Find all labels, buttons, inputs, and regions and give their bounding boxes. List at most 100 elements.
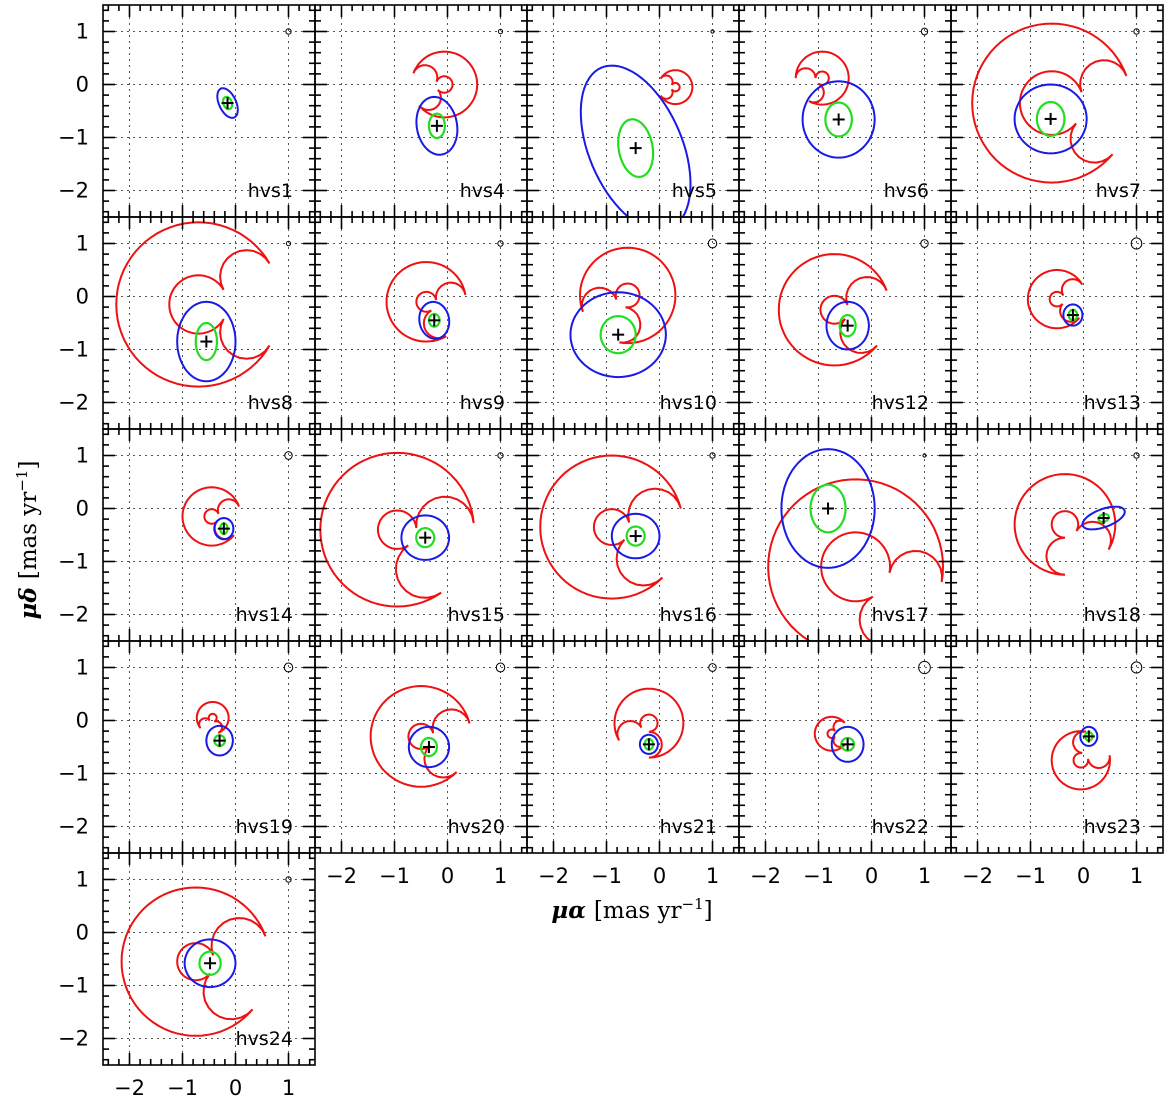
panel-contours <box>767 448 945 641</box>
y-axis-close: ] <box>16 461 42 470</box>
panel-hvs1: hvs1 −2 −1 0 1 <box>58 4 316 218</box>
y-axis-title: μδ [mas yr−1] <box>13 461 42 620</box>
panel-hvs21: hvs21 −2 −1 0 1 <box>526 640 740 888</box>
panel-hvs24: hvs24 −2 −1 0 1 −2 −1 0 1 <box>58 852 316 1100</box>
blue-contour <box>1013 83 1088 155</box>
panel-label: hvs6 <box>884 180 929 202</box>
green-contour <box>427 112 447 140</box>
panel-contours <box>319 451 475 608</box>
panel-label: hvs1 <box>248 180 293 202</box>
panel-hvs7: hvs7 <box>950 4 1164 218</box>
panel-label: hvs13 <box>1084 392 1141 414</box>
panel-label: hvs10 <box>660 392 717 414</box>
y-tick-label: 1 <box>76 868 89 892</box>
y-axis-exponent: −1 <box>13 470 31 492</box>
green-contour <box>415 527 436 549</box>
error-ellipse <box>918 660 931 675</box>
panel-hvs18: hvs18 <box>950 428 1164 642</box>
red-contour <box>369 684 471 788</box>
y-axis-symbol: μδ <box>15 587 42 619</box>
panel-hvs23: hvs23 −2 −1 0 1 <box>950 640 1164 888</box>
panel-contours <box>115 221 271 388</box>
red-contour <box>195 701 230 734</box>
y-tick-label: −2 <box>58 179 89 203</box>
red-contour <box>971 22 1128 184</box>
error-ellipse <box>709 452 716 459</box>
panel-contours <box>813 715 865 763</box>
error-ellipse <box>285 240 292 247</box>
y-tick-label: 0 <box>76 285 89 309</box>
panel-hvs13: hvs13 <box>950 216 1164 430</box>
error-ellipse <box>707 238 718 249</box>
x-tick-label: −1 <box>379 864 410 888</box>
green-contour <box>194 321 218 362</box>
panel-label: hvs16 <box>660 604 717 626</box>
x-tick-label: 1 <box>1130 864 1143 888</box>
panel-label: hvs14 <box>236 604 293 626</box>
panel-hvs14: hvs14 −2 −1 0 1 <box>58 428 316 642</box>
panel-label: hvs22 <box>872 816 929 838</box>
blue-contour <box>1081 505 1126 531</box>
x-tick-label: 0 <box>865 864 878 888</box>
blue-contour <box>407 725 451 769</box>
blue-contour <box>415 95 459 156</box>
y-tick-label: 1 <box>76 656 89 680</box>
blue-contour <box>1062 303 1084 327</box>
red-contour <box>777 253 888 367</box>
y-tick-label: −2 <box>58 391 89 415</box>
panel-contours <box>613 687 685 759</box>
blue-contour <box>638 733 659 755</box>
panel-hvs15: hvs15 <box>314 428 528 642</box>
panel-contours <box>1013 473 1126 576</box>
red-contour <box>115 221 271 388</box>
error-ellipse <box>1130 661 1143 674</box>
y-tick-label: 0 <box>76 497 89 521</box>
y-tick-label: 1 <box>76 232 89 256</box>
x-axis-symbol: μα <box>551 897 586 924</box>
error-ellipse <box>1133 28 1140 35</box>
red-contour <box>1050 730 1112 791</box>
y-axis-unit: [mas yr <box>16 492 42 580</box>
x-tick-label: −2 <box>962 864 993 888</box>
green-contour <box>419 736 438 758</box>
red-contour <box>767 478 945 641</box>
y-tick-label: −2 <box>58 1027 89 1051</box>
error-ellipse <box>284 451 293 460</box>
blue-contour <box>213 516 235 541</box>
y-tick-label: 1 <box>76 20 89 44</box>
panel-contours <box>181 486 240 547</box>
blue-contour <box>176 300 237 383</box>
green-contour <box>599 314 637 355</box>
x-tick-label: 1 <box>706 864 719 888</box>
x-tick-label: 0 <box>653 864 666 888</box>
y-tick-label: 0 <box>76 709 89 733</box>
panel-label: hvs12 <box>872 392 929 414</box>
panel-contours <box>120 886 267 1037</box>
green-contour <box>1097 513 1110 524</box>
panel-contours <box>1050 725 1112 791</box>
red-contour <box>578 246 677 345</box>
error-ellipse <box>285 876 292 883</box>
x-tick-label: −1 <box>1015 864 1046 888</box>
green-contour <box>840 736 856 752</box>
y-tick-label: −2 <box>58 603 89 627</box>
panel-grid: hvs1 −2 −1 0 1 hvs4 hvs5 hvs6 hvs7 hvs8 −2 −1 0 1 hvs9… <box>58 4 1164 1100</box>
y-tick-label: −1 <box>58 126 89 150</box>
panel-label: hvs18 <box>1084 604 1141 626</box>
red-contour <box>385 261 467 343</box>
y-tick-label: −2 <box>58 815 89 839</box>
panel-label: hvs7 <box>1096 180 1141 202</box>
green-contour <box>824 101 854 138</box>
red-contour <box>613 687 685 759</box>
panel-contours <box>216 87 239 119</box>
blue-contour <box>610 512 661 560</box>
blue-contour <box>780 448 876 569</box>
y-tick-label: 0 <box>76 921 89 945</box>
panel-contours <box>1026 269 1084 330</box>
panel-contours <box>539 454 682 600</box>
x-axis-unit: [mas yr <box>594 898 682 924</box>
blue-contour <box>569 291 667 379</box>
y-tick-label: −1 <box>58 550 89 574</box>
green-contour <box>198 950 222 976</box>
panel-label: hvs9 <box>460 392 505 414</box>
